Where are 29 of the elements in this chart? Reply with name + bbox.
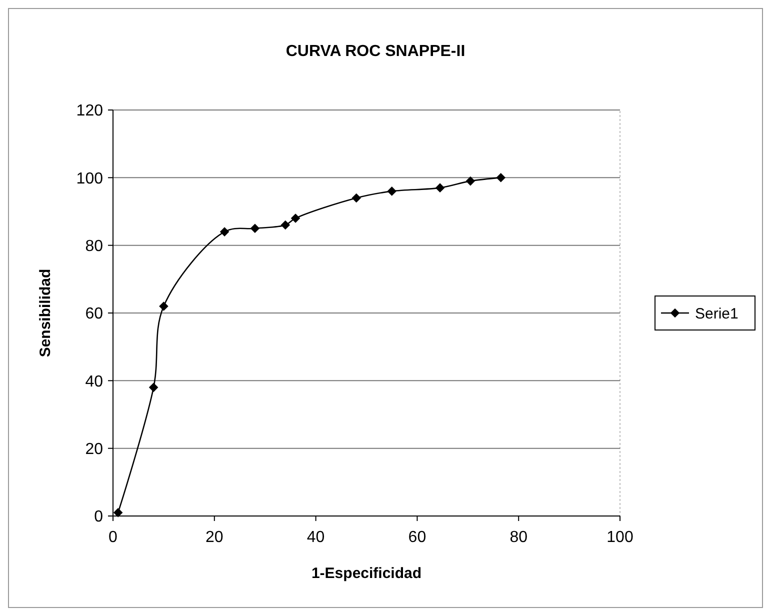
y-tick-label: 120 xyxy=(76,102,104,120)
point xyxy=(220,227,230,236)
point xyxy=(466,176,476,186)
point xyxy=(435,183,445,192)
point xyxy=(159,302,168,311)
y-tick-label: 60 xyxy=(85,306,104,323)
point xyxy=(496,173,506,182)
chart-title: CURVA ROC SNAPPE-II xyxy=(286,43,466,60)
legend-label: Serie1 xyxy=(695,305,738,322)
y-tick-label: 0 xyxy=(94,508,104,526)
point xyxy=(113,508,123,518)
x-tick-label: 100 xyxy=(606,529,634,546)
point xyxy=(280,220,290,230)
x-tick-label: 20 xyxy=(206,529,224,546)
x-axis-title: 1-Especificidad xyxy=(311,565,422,582)
point xyxy=(352,193,362,203)
x-tick-label: 80 xyxy=(510,529,528,546)
y-tick-label: 40 xyxy=(85,373,104,390)
y-tick-label: 80 xyxy=(85,238,104,255)
x-tick-label: 60 xyxy=(408,529,426,546)
y-tick-label: 20 xyxy=(85,440,104,458)
point xyxy=(387,186,396,196)
y-axis-title: Sensibilidad xyxy=(37,268,54,358)
x-tick-label: 0 xyxy=(108,529,118,546)
y-tick-label: 100 xyxy=(76,170,104,188)
x-tick-label: 40 xyxy=(306,529,325,546)
point xyxy=(290,214,300,223)
point xyxy=(250,224,260,234)
point xyxy=(148,382,158,392)
